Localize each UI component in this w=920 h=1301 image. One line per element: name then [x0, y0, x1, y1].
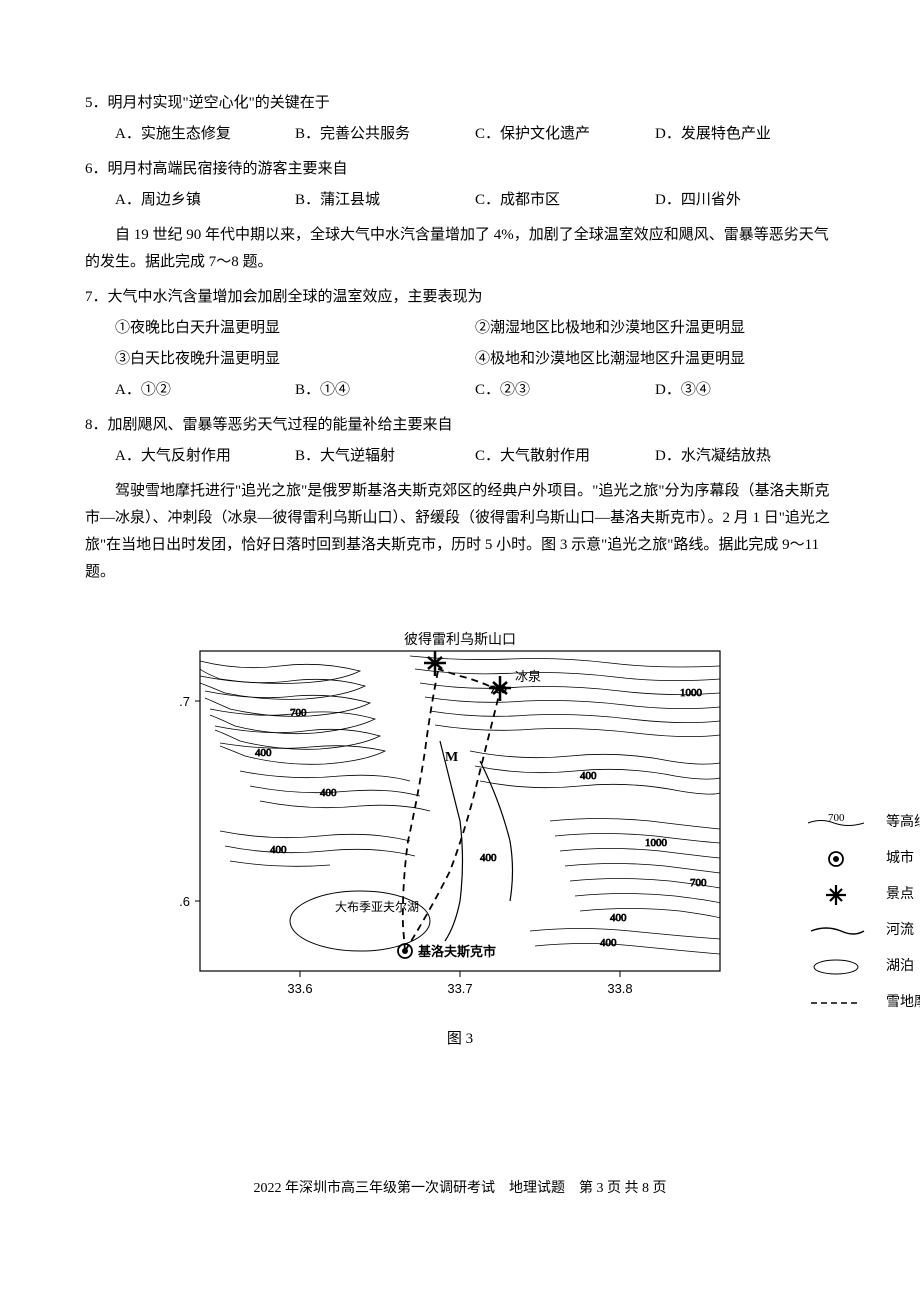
question-stem: 明月村实现"逆空心化"的关键在于: [108, 95, 330, 111]
question-stem: 加剧飓风、雷暴等恶劣天气过程的能量补给主要来自: [108, 417, 453, 433]
contour-symbol: 700: [806, 813, 866, 833]
peak-label: 彼得雷利乌斯山口: [404, 628, 516, 653]
spring-label: 冰泉: [515, 669, 541, 684]
legend-river: 河流: [806, 919, 920, 943]
contour-value: 400: [610, 912, 627, 924]
question-text: 8．加剧飓风、雷暴等恶劣天气过程的能量补给主要来自: [85, 412, 835, 439]
passage-1: 自 19 世纪 90 年代中期以来，全球大气中水汽含量增加了 4%，加剧了全球温…: [85, 222, 835, 276]
question-6: 6．明月村高端民宿接待的游客主要来自 A．周边乡镇 B．蒲江县城 C．成都市区 …: [85, 156, 835, 214]
y-tick-label: 67.7: [180, 694, 190, 709]
map-legend: 700 等高线（m） 城市 景点 河流: [806, 811, 920, 1027]
option-b: B．蒲江县城: [295, 187, 475, 214]
contour-value: 400: [255, 747, 272, 759]
lake-label: 大布季亚夫尔湖: [335, 899, 419, 914]
sub-options: ①夜晚比白天升温更明显 ②潮湿地区比极地和沙漠地区升温更明显 ③白天比夜晚升温更…: [85, 315, 835, 373]
contour-value: 400: [270, 844, 287, 856]
question-stem: 明月村高端民宿接待的游客主要来自: [108, 161, 348, 177]
legend-city: 城市: [806, 847, 920, 871]
question-5: 5．明月村实现"逆空心化"的关键在于 A．实施生态修复 B．完善公共服务 C．保…: [85, 90, 835, 148]
options-row: A．实施生态修复 B．完善公共服务 C．保护文化遗产 D．发展特色产业: [85, 121, 835, 148]
contour-value: 1000: [680, 687, 703, 699]
figure-caption: 图 3: [85, 1026, 835, 1053]
legend-label: 城市: [886, 846, 914, 871]
option-c: C．保护文化遗产: [475, 121, 655, 148]
legend-route: 雪地摩托路线: [806, 991, 920, 1015]
x-tick-label: 33.6: [287, 981, 312, 996]
option-a: A．实施生态修复: [115, 121, 295, 148]
m-label: M: [445, 750, 458, 765]
sub-option-2: ②潮湿地区比极地和沙漠地区升温更明显: [475, 315, 835, 342]
contour-value: 1000: [645, 837, 668, 849]
legend-label: 雪地摩托路线: [886, 990, 920, 1015]
x-tick-label: 33.8: [607, 981, 632, 996]
option-c: C．大气散射作用: [475, 443, 655, 470]
question-number: 8．: [85, 417, 108, 433]
topographic-map: 67.7 67.6 33.6 33.7 33.8 700 400: [180, 621, 740, 1001]
option-d: D．四川省外: [655, 187, 835, 214]
option-d: D．水汽凝结放热: [655, 443, 835, 470]
sub-option-1: ①夜晚比白天升温更明显: [115, 315, 475, 342]
contour-value: 700: [290, 707, 307, 719]
question-stem: 大气中水汽含量增加会加剧全球的温室效应，主要表现为: [108, 289, 483, 305]
option-c: C．②③: [475, 377, 655, 404]
sub-options-row: ③白天比夜晚升温更明显 ④极地和沙漠地区比潮湿地区升温更明显: [115, 346, 835, 373]
contour-value: 400: [600, 937, 617, 949]
option-b: B．大气逆辐射: [295, 443, 475, 470]
legend-label: 河流: [886, 918, 914, 943]
options-row: A．①② B．①④ C．②③ D．③④: [85, 377, 835, 404]
route-symbol: [806, 993, 866, 1013]
city-symbol: [806, 849, 866, 869]
legend-contour: 700 等高线（m）: [806, 811, 920, 835]
options-row: A．大气反射作用 B．大气逆辐射 C．大气散射作用 D．水汽凝结放热: [85, 443, 835, 470]
lake-symbol: [806, 957, 866, 977]
x-tick-label: 33.7: [447, 981, 472, 996]
option-b: B．完善公共服务: [295, 121, 475, 148]
legend-label: 等高线（m）: [886, 810, 920, 835]
poi-symbol: [806, 883, 866, 907]
question-number: 5．: [85, 95, 108, 111]
question-number: 6．: [85, 161, 108, 177]
contour-value: 400: [580, 770, 597, 782]
option-a: A．周边乡镇: [115, 187, 295, 214]
y-tick-label: 67.6: [180, 894, 190, 909]
question-text: 7．大气中水汽含量增加会加剧全球的温室效应，主要表现为: [85, 284, 835, 311]
contour-value: 400: [320, 787, 337, 799]
contour-value: 700: [690, 877, 707, 889]
options-row: A．周边乡镇 B．蒲江县城 C．成都市区 D．四川省外: [85, 187, 835, 214]
legend-lake: 湖泊: [806, 955, 920, 979]
option-c: C．成都市区: [475, 187, 655, 214]
option-a: A．大气反射作用: [115, 443, 295, 470]
sub-option-3: ③白天比夜晚升温更明显: [115, 346, 475, 373]
option-d: D．发展特色产业: [655, 121, 835, 148]
figure-wrapper: 彼得雷利乌斯山口 67.7 67.6 33.6 33.7 33.8: [180, 621, 740, 1001]
legend-poi: 景点: [806, 883, 920, 907]
question-text: 5．明月村实现"逆空心化"的关键在于: [85, 90, 835, 117]
river-symbol: [806, 921, 866, 941]
page-footer: 2022 年深圳市高三年级第一次调研考试 地理试题 第 3 页 共 8 页: [0, 1176, 920, 1201]
option-b: B．①④: [295, 377, 475, 404]
sub-option-4: ④极地和沙漠地区比潮湿地区升温更明显: [475, 346, 835, 373]
city-label: 基洛夫斯克市: [417, 944, 496, 959]
question-8: 8．加剧飓风、雷暴等恶劣天气过程的能量补给主要来自 A．大气反射作用 B．大气逆…: [85, 412, 835, 470]
svg-text:700: 700: [828, 813, 845, 824]
option-a: A．①②: [115, 377, 295, 404]
question-text: 6．明月村高端民宿接待的游客主要来自: [85, 156, 835, 183]
sub-options-row: ①夜晚比白天升温更明显 ②潮湿地区比极地和沙漠地区升温更明显: [115, 315, 835, 342]
contour-value: 400: [480, 852, 497, 864]
option-d: D．③④: [655, 377, 835, 404]
figure-3: 彼得雷利乌斯山口 67.7 67.6 33.6 33.7 33.8: [85, 621, 835, 1053]
question-7: 7．大气中水汽含量增加会加剧全球的温室效应，主要表现为 ①夜晚比白天升温更明显 …: [85, 284, 835, 404]
legend-label: 湖泊: [886, 954, 914, 979]
passage-2: 驾驶雪地摩托进行"追光之旅"是俄罗斯基洛夫斯克郊区的经典户外项目。"追光之旅"分…: [85, 478, 835, 586]
legend-label: 景点: [886, 882, 914, 907]
question-number: 7．: [85, 289, 108, 305]
